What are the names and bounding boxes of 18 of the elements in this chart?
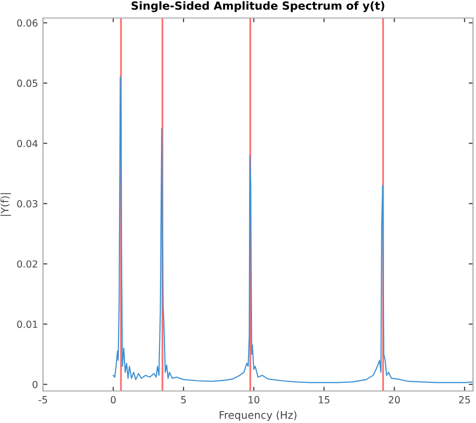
y-tick-label: 0 [32, 380, 38, 388]
y-axis-title: |Y(f)| [0, 193, 11, 216]
x-axis-title: Frequency (Hz) [220, 410, 296, 421]
y-tick-label: 0.04 [17, 140, 38, 148]
y-tick-label: 0.02 [17, 260, 38, 268]
x-tick-label: 10 [248, 396, 260, 404]
y-tick-label: 0.03 [17, 200, 38, 208]
x-tick-label: 5 [181, 396, 186, 404]
x-tick-label: 25 [459, 396, 470, 404]
y-tick-label: 0.01 [17, 320, 38, 328]
x-tick-label: -5 [38, 396, 47, 404]
y-tick-label: 0.06 [17, 19, 38, 27]
x-tick-label: 0 [110, 396, 116, 404]
chart-title: Single-Sided Amplitude Spectrum of y(t) [132, 1, 384, 12]
line-series [112, 76, 473, 384]
x-tick-label: 20 [388, 396, 400, 404]
x-tick-label: 15 [318, 396, 330, 404]
y-tick-label: 0.05 [17, 80, 38, 87]
